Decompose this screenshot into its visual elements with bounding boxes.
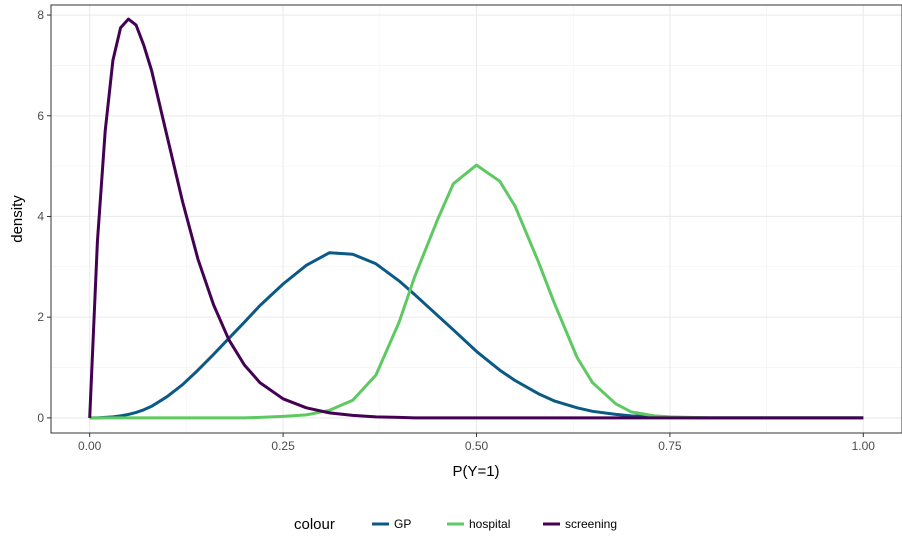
x-tick-label: 0.00	[78, 439, 102, 453]
x-tick-label: 0.25	[271, 439, 295, 453]
series-line-screening	[88, 17, 864, 420]
series-lines	[88, 17, 864, 420]
legend: colour GP hospital screening	[294, 516, 617, 533]
x-axis-title: P(Y=1)	[452, 463, 499, 480]
x-tick-label: 0.75	[658, 439, 682, 453]
y-tick-label: 8	[37, 8, 44, 22]
legend-title: colour	[294, 516, 335, 533]
legend-label-GP: GP	[394, 517, 411, 531]
y-tick-label: 2	[37, 310, 44, 324]
y-tick-label: 0	[37, 411, 44, 425]
series-line-GP	[89, 251, 864, 420]
y-axis-title: density	[9, 195, 26, 243]
y-axis: 0 2 4 6 8	[37, 8, 51, 425]
y-tick-label: 6	[37, 109, 44, 123]
x-tick-label: 0.50	[465, 439, 489, 453]
x-tick-label: 1.00	[852, 439, 876, 453]
legend-label-screening: screening	[565, 517, 617, 531]
x-axis: 0.00 0.25 0.50 0.75 1.00	[78, 433, 875, 453]
legend-label-hospital: hospital	[469, 517, 510, 531]
y-tick-label: 4	[37, 209, 44, 223]
series-line-hospital	[89, 163, 864, 420]
